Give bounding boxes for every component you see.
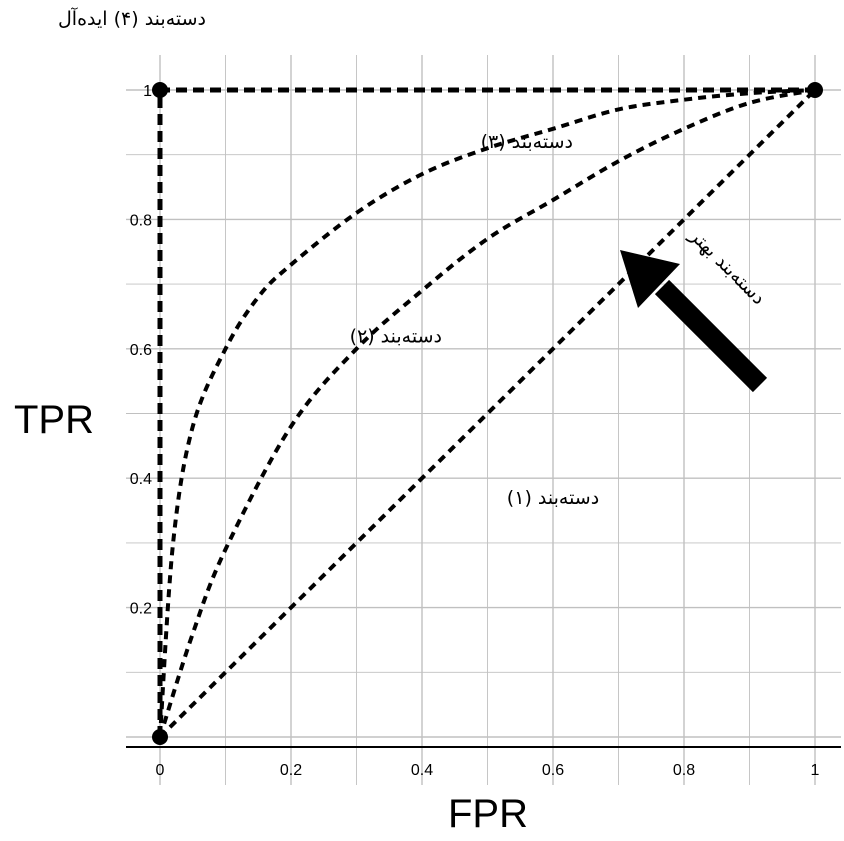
ideal-classifier-label: دسته‌بند (۴) ایده‌آل — [58, 8, 206, 30]
endpoint-marker — [807, 82, 823, 98]
x-axis-label: FPR — [448, 792, 528, 836]
x-tick-label: 1 — [811, 762, 820, 779]
y-axis-label: TPR — [14, 398, 94, 442]
series-annotation: دسته‌بند (۲) — [350, 325, 442, 347]
arrow-shaft — [654, 279, 768, 393]
endpoint-marker — [152, 82, 168, 98]
y-tick-label: 0.2 — [130, 601, 152, 618]
y-tick-label: 0.4 — [130, 471, 152, 488]
endpoints — [152, 82, 823, 745]
x-tick-label: 0.4 — [411, 762, 433, 779]
better-direction-arrow — [620, 250, 768, 393]
y-tick-label: 1 — [143, 83, 152, 100]
series-line-3 — [158, 88, 816, 738]
tick-labels: 0 0.2 0.4 0.6 0.8 1 0.2 0.4 0.6 0.8 1 — [130, 83, 820, 779]
x-tick-label: 0.6 — [542, 762, 564, 779]
x-tick-label: 0.8 — [673, 762, 695, 779]
endpoint-marker — [152, 729, 168, 745]
x-tick-label: 0 — [156, 762, 165, 779]
y-tick-label: 0.8 — [130, 212, 152, 229]
x-tick-label: 0.2 — [280, 762, 302, 779]
y-tick-label: 0.6 — [130, 342, 152, 359]
arrow-head — [620, 250, 680, 308]
series-annotation: دسته‌بند (۱) — [507, 487, 599, 509]
series-annotation: دسته‌بند (۳) — [481, 131, 573, 153]
